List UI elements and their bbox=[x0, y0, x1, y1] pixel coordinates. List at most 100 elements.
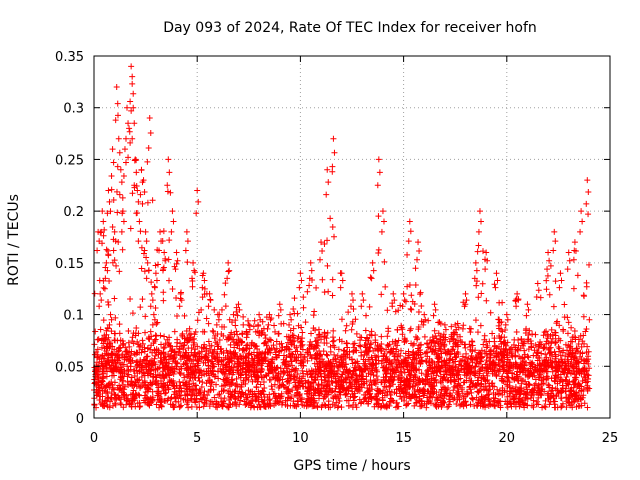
data-point bbox=[565, 319, 572, 326]
data-point bbox=[207, 383, 214, 390]
data-point bbox=[329, 168, 336, 175]
x-tick-label: 15 bbox=[395, 431, 412, 446]
data-point bbox=[283, 333, 290, 340]
data-point bbox=[112, 396, 119, 403]
data-point bbox=[585, 348, 592, 355]
data-point bbox=[408, 292, 415, 299]
data-point bbox=[142, 313, 149, 320]
data-point bbox=[352, 316, 359, 323]
data-point bbox=[549, 353, 556, 360]
data-point bbox=[270, 342, 277, 349]
y-tick-label: 0.05 bbox=[55, 360, 84, 375]
data-point bbox=[189, 283, 196, 290]
data-point bbox=[205, 388, 212, 395]
data-point bbox=[177, 395, 184, 402]
data-point bbox=[327, 215, 334, 222]
data-point bbox=[425, 317, 432, 324]
data-point bbox=[543, 286, 550, 293]
data-point bbox=[177, 352, 184, 359]
data-point bbox=[349, 360, 356, 367]
data-point bbox=[143, 254, 150, 261]
data-point bbox=[145, 335, 152, 342]
data-point bbox=[584, 404, 591, 411]
data-point bbox=[433, 394, 440, 401]
data-point bbox=[279, 344, 286, 351]
data-point bbox=[512, 352, 519, 359]
data-point bbox=[573, 347, 580, 354]
data-point bbox=[516, 369, 523, 376]
data-point bbox=[324, 237, 331, 244]
data-point bbox=[445, 403, 452, 410]
data-point bbox=[293, 344, 300, 351]
data-point bbox=[331, 233, 338, 240]
data-point bbox=[584, 343, 591, 350]
data-point bbox=[463, 402, 470, 409]
data-point bbox=[540, 345, 547, 352]
data-point bbox=[327, 348, 334, 355]
data-point bbox=[353, 330, 360, 337]
x-axis-title: GPS time / hours bbox=[293, 458, 410, 474]
data-point bbox=[402, 298, 409, 305]
data-point bbox=[243, 334, 250, 341]
data-point bbox=[261, 384, 268, 391]
data-point bbox=[124, 378, 131, 385]
data-point bbox=[102, 398, 109, 405]
data-point bbox=[277, 373, 284, 380]
data-point bbox=[455, 388, 462, 395]
data-point bbox=[489, 330, 496, 337]
y-tick-label: 0.25 bbox=[55, 153, 84, 168]
data-point bbox=[452, 354, 459, 361]
data-point bbox=[457, 338, 464, 345]
data-point bbox=[113, 262, 120, 269]
data-point bbox=[397, 347, 404, 354]
data-point bbox=[539, 404, 546, 411]
data-point bbox=[317, 358, 324, 365]
data-point bbox=[241, 347, 248, 354]
data-point bbox=[138, 244, 145, 251]
data-point bbox=[330, 337, 337, 344]
x-tick-label: 0 bbox=[90, 431, 98, 446]
data-point bbox=[472, 363, 479, 370]
data-point bbox=[281, 369, 288, 376]
data-point bbox=[547, 262, 554, 269]
grid-layer bbox=[94, 56, 610, 418]
data-point bbox=[491, 281, 498, 288]
data-point bbox=[555, 344, 562, 351]
data-point bbox=[510, 341, 517, 348]
data-point bbox=[272, 328, 279, 335]
data-point bbox=[571, 328, 578, 335]
y-tick-label: 0.15 bbox=[55, 257, 84, 272]
data-point bbox=[206, 403, 213, 410]
data-point bbox=[411, 340, 418, 347]
data-point bbox=[137, 304, 144, 311]
data-point bbox=[349, 318, 356, 325]
data-point bbox=[324, 372, 331, 379]
data-point bbox=[562, 362, 569, 369]
data-point bbox=[199, 328, 206, 335]
data-point bbox=[475, 242, 482, 249]
data-point bbox=[435, 363, 442, 370]
data-point bbox=[168, 394, 175, 401]
data-point bbox=[520, 358, 527, 365]
data-point bbox=[91, 290, 98, 297]
data-point bbox=[532, 342, 539, 349]
data-point bbox=[211, 335, 218, 342]
data-point bbox=[457, 333, 464, 340]
data-point bbox=[514, 347, 521, 354]
data-point bbox=[345, 397, 352, 404]
data-point bbox=[133, 325, 140, 332]
data-point bbox=[278, 382, 285, 389]
data-point bbox=[375, 213, 382, 220]
data-point bbox=[221, 395, 228, 402]
data-point bbox=[418, 303, 425, 310]
data-point bbox=[568, 324, 575, 331]
data-point bbox=[544, 392, 551, 399]
data-point bbox=[415, 309, 422, 316]
data-point bbox=[335, 395, 342, 402]
data-point bbox=[578, 343, 585, 350]
y-tick-label: 0.2 bbox=[63, 205, 84, 220]
data-point bbox=[581, 400, 588, 407]
data-point bbox=[292, 348, 299, 355]
x-tick-label: 5 bbox=[193, 431, 201, 446]
data-point bbox=[160, 297, 167, 304]
